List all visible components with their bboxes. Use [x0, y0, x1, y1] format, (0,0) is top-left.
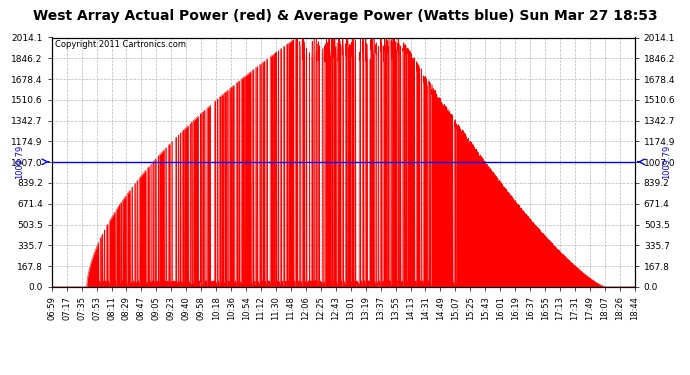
Text: 1009.79: 1009.79 [662, 145, 671, 179]
Text: Copyright 2011 Cartronics.com: Copyright 2011 Cartronics.com [55, 40, 186, 49]
Text: West Array Actual Power (red) & Average Power (Watts blue) Sun Mar 27 18:53: West Array Actual Power (red) & Average … [32, 9, 658, 23]
Text: 1009.79: 1009.79 [15, 145, 24, 179]
